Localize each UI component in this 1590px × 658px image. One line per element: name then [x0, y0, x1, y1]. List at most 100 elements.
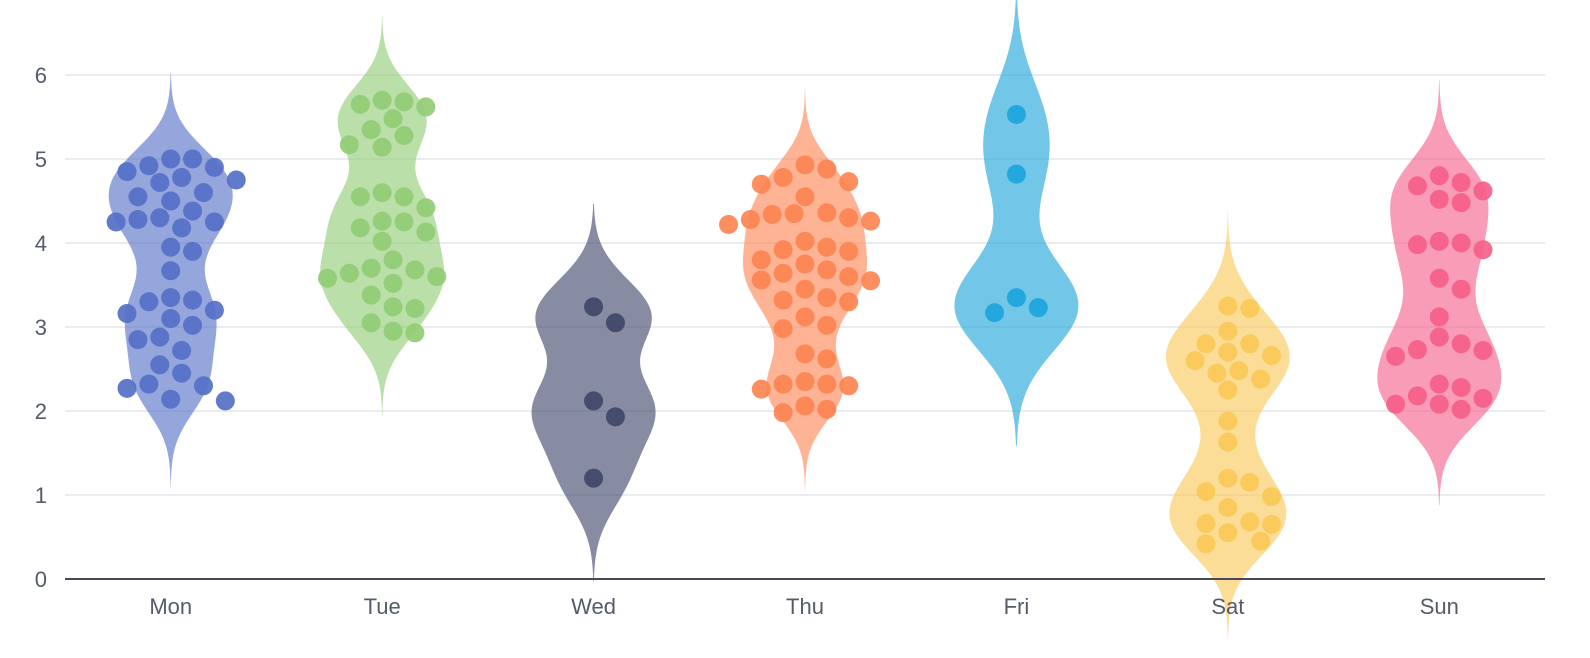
- data-point-sun[interactable]: [1429, 231, 1449, 251]
- data-point-mon[interactable]: [128, 187, 148, 207]
- data-point-tue[interactable]: [372, 90, 392, 110]
- data-point-tue[interactable]: [339, 135, 359, 155]
- data-point-sun[interactable]: [1451, 399, 1471, 419]
- data-point-mon[interactable]: [172, 341, 192, 361]
- data-point-wed[interactable]: [584, 468, 604, 488]
- data-point-tue[interactable]: [416, 97, 436, 117]
- data-point-mon[interactable]: [204, 157, 224, 177]
- data-point-sun[interactable]: [1451, 334, 1471, 354]
- data-point-sun[interactable]: [1429, 268, 1449, 288]
- data-point-sun[interactable]: [1429, 394, 1449, 414]
- data-point-sun[interactable]: [1473, 240, 1493, 260]
- data-point-mon[interactable]: [204, 300, 224, 320]
- data-point-thu[interactable]: [773, 319, 793, 339]
- data-point-sat[interactable]: [1185, 351, 1205, 371]
- data-point-tue[interactable]: [427, 267, 447, 287]
- data-point-mon[interactable]: [193, 183, 213, 203]
- data-point-tue[interactable]: [416, 222, 436, 242]
- data-point-sat[interactable]: [1251, 531, 1271, 551]
- data-point-sat[interactable]: [1218, 523, 1238, 543]
- data-point-sat[interactable]: [1240, 334, 1260, 354]
- data-point-sun[interactable]: [1451, 377, 1471, 397]
- data-point-sat[interactable]: [1218, 296, 1238, 316]
- data-point-sun[interactable]: [1407, 386, 1427, 406]
- data-point-thu[interactable]: [839, 172, 859, 192]
- data-point-thu[interactable]: [773, 374, 793, 394]
- data-point-sun[interactable]: [1473, 181, 1493, 201]
- data-point-thu[interactable]: [773, 240, 793, 260]
- data-point-sat[interactable]: [1218, 411, 1238, 431]
- data-point-mon[interactable]: [204, 212, 224, 232]
- data-point-tue[interactable]: [361, 313, 381, 333]
- data-point-mon[interactable]: [183, 201, 203, 221]
- data-point-thu[interactable]: [817, 374, 837, 394]
- data-point-fri[interactable]: [1006, 164, 1026, 184]
- data-point-tue[interactable]: [383, 250, 403, 270]
- data-point-tue[interactable]: [361, 285, 381, 305]
- data-point-tue[interactable]: [339, 263, 359, 283]
- data-point-mon[interactable]: [226, 170, 246, 190]
- data-point-tue[interactable]: [372, 231, 392, 251]
- data-point-thu[interactable]: [817, 237, 837, 257]
- data-point-sun[interactable]: [1429, 189, 1449, 209]
- data-point-thu[interactable]: [839, 292, 859, 312]
- data-point-tue[interactable]: [361, 258, 381, 278]
- data-point-mon[interactable]: [139, 292, 159, 312]
- data-point-mon[interactable]: [117, 378, 137, 398]
- data-point-tue[interactable]: [416, 198, 436, 218]
- data-point-sat[interactable]: [1207, 363, 1227, 383]
- data-point-mon[interactable]: [150, 173, 170, 193]
- data-point-thu[interactable]: [839, 241, 859, 261]
- data-point-thu[interactable]: [740, 209, 760, 229]
- data-point-sat[interactable]: [1240, 299, 1260, 319]
- data-point-thu[interactable]: [773, 167, 793, 187]
- data-point-tue[interactable]: [383, 109, 403, 129]
- data-point-thu[interactable]: [795, 396, 815, 416]
- data-point-tue[interactable]: [318, 268, 338, 288]
- data-point-fri[interactable]: [985, 303, 1005, 323]
- data-point-tue[interactable]: [372, 211, 392, 231]
- data-point-mon[interactable]: [183, 241, 203, 261]
- data-point-mon[interactable]: [150, 327, 170, 347]
- data-point-mon[interactable]: [150, 355, 170, 375]
- data-point-mon[interactable]: [172, 167, 192, 187]
- data-point-tue[interactable]: [405, 260, 425, 280]
- data-point-sun[interactable]: [1407, 176, 1427, 196]
- data-point-tue[interactable]: [350, 187, 370, 207]
- data-point-sun[interactable]: [1407, 235, 1427, 255]
- data-point-tue[interactable]: [394, 92, 414, 112]
- data-point-thu[interactable]: [795, 254, 815, 274]
- data-point-wed[interactable]: [605, 313, 625, 333]
- data-point-thu[interactable]: [861, 271, 881, 291]
- data-point-thu[interactable]: [839, 267, 859, 287]
- data-point-mon[interactable]: [128, 209, 148, 229]
- data-point-tue[interactable]: [383, 321, 403, 341]
- data-point-tue[interactable]: [350, 94, 370, 114]
- data-point-thu[interactable]: [773, 263, 793, 283]
- data-point-fri[interactable]: [1006, 104, 1026, 124]
- data-point-sun[interactable]: [1473, 388, 1493, 408]
- data-point-sun[interactable]: [1451, 193, 1471, 213]
- data-point-mon[interactable]: [117, 162, 137, 182]
- data-point-sat[interactable]: [1196, 534, 1216, 554]
- data-point-mon[interactable]: [161, 149, 181, 169]
- data-point-mon[interactable]: [183, 290, 203, 310]
- data-point-thu[interactable]: [795, 344, 815, 364]
- data-point-thu[interactable]: [817, 260, 837, 280]
- data-point-thu[interactable]: [773, 290, 793, 310]
- data-point-sun[interactable]: [1429, 327, 1449, 347]
- data-point-sat[interactable]: [1218, 380, 1238, 400]
- data-point-thu[interactable]: [795, 231, 815, 251]
- data-point-wed[interactable]: [584, 391, 604, 411]
- data-point-thu[interactable]: [762, 204, 782, 224]
- data-point-mon[interactable]: [161, 261, 181, 281]
- data-point-sat[interactable]: [1196, 334, 1216, 354]
- data-point-sun[interactable]: [1429, 166, 1449, 186]
- data-point-sun[interactable]: [1429, 374, 1449, 394]
- data-point-sat[interactable]: [1196, 514, 1216, 534]
- data-point-tue[interactable]: [405, 323, 425, 343]
- data-point-thu[interactable]: [751, 174, 771, 194]
- data-point-sun[interactable]: [1451, 279, 1471, 299]
- data-point-sat[interactable]: [1218, 498, 1238, 518]
- data-point-thu[interactable]: [817, 399, 837, 419]
